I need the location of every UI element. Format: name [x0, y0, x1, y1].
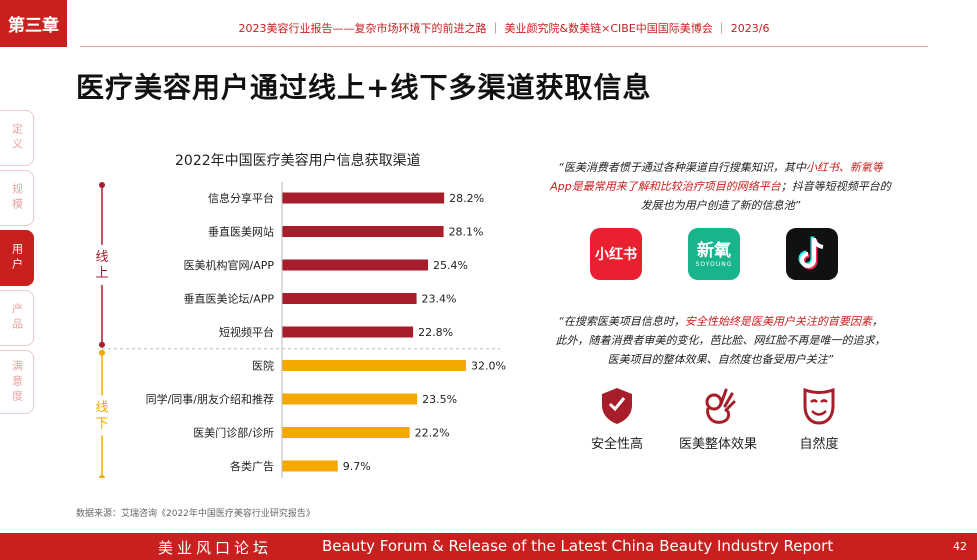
- group-bracket-dot: [99, 475, 105, 478]
- data-label: 28.1%: [449, 226, 484, 239]
- group-bracket-dot: [99, 182, 105, 188]
- category-label: 医院: [252, 359, 274, 373]
- page-number: 42: [953, 540, 967, 553]
- feature-safety: 安全性高: [572, 386, 662, 453]
- quote-highlight: 小红书、新氧等App是最常用来了解和比较治疗项目的网络平台: [550, 161, 883, 193]
- group-label: 线: [95, 250, 108, 265]
- quote-channels: “医美消费者惯于通过各种渠道自行搜集知识，其中小红书、新氧等App是最常用来了解…: [550, 161, 891, 212]
- quote-priorities: “在搜索医美项目信息时，安全性始终是医美用户关注的首要因素，此外，随着消费者审美…: [555, 315, 886, 366]
- report-header: 2023美容行业报告——复杂市场环境下的前进之路 ｜ 美业颜究院&数美链×CIB…: [238, 22, 770, 35]
- feature-naturalness: 自然度: [774, 386, 864, 453]
- bar: [282, 460, 338, 472]
- category-label: 垂直医美网站: [208, 225, 274, 239]
- category-label: 医美门诊部/诊所: [193, 426, 274, 440]
- tab-scale[interactable]: 规模: [0, 170, 34, 226]
- bar: [282, 393, 418, 405]
- tab-definition[interactable]: 定义: [0, 110, 34, 166]
- footer-bar: 美业风口论坛 Beauty Forum & Release of the Lat…: [0, 533, 977, 560]
- tab-satisfaction[interactable]: 满意度: [0, 350, 34, 414]
- header-divider: [80, 46, 928, 47]
- group-label: 线: [95, 400, 108, 415]
- data-label: 23.4%: [422, 293, 457, 306]
- channel-bar-chart: 信息分享平台 28.2% 垂直医美网站 28.1% 医美机构官网/APP 25.4% 垂直医…: [93, 182, 506, 478]
- group-bracket-dot: [99, 341, 105, 348]
- data-label: 25.4%: [433, 259, 468, 272]
- side-nav: 定义 规模 用户 产品 满意度: [0, 110, 34, 418]
- group-label-bg: [93, 395, 111, 436]
- data-label: 22.2%: [415, 427, 450, 440]
- douyin-icon: [798, 236, 824, 270]
- bar: [282, 427, 410, 438]
- group-label: 下: [95, 416, 108, 431]
- bar: [282, 192, 445, 204]
- data-label: 32.0%: [471, 360, 506, 373]
- data-label: 23.5%: [422, 393, 457, 406]
- shield-icon: [602, 388, 632, 424]
- douyin-app-icon: [786, 228, 838, 280]
- data-label: 9.7%: [343, 460, 371, 473]
- feature-overall-effect: 医美整体效果: [673, 386, 763, 453]
- footer-title: Beauty Forum & Release of the Latest Chi…: [322, 537, 834, 555]
- category-label: 信息分享平台: [208, 191, 274, 205]
- tab-users[interactable]: 用户: [0, 230, 34, 286]
- bar: [282, 360, 466, 371]
- xiaohongshu-app-icon: 小红书: [590, 228, 642, 280]
- chart-title: 2022年中国医疗美容用户信息获取渠道: [175, 153, 421, 169]
- group-bracket-dot: [99, 349, 105, 356]
- category-label: 同学/同事/朋友介绍和推荐: [146, 392, 274, 406]
- category-label: 垂直医美论坛/APP: [184, 292, 275, 306]
- group-label-bg: [93, 244, 111, 285]
- bar: [282, 326, 414, 338]
- data-source: 数据来源：艾瑞咨询《2022年中国医疗美容行业研究报告》: [76, 509, 315, 519]
- quote-highlight: 安全性始终是医美用户关注的首要因素: [684, 315, 872, 328]
- ok-hand-icon: [705, 388, 736, 424]
- category-label: 医美机构官网/APP: [184, 258, 275, 272]
- bar: [282, 226, 444, 237]
- category-label: 各类广告: [230, 459, 274, 473]
- category-label: 短视频平台: [219, 325, 274, 339]
- footer-forum-name: 美业风口论坛: [158, 539, 273, 557]
- data-label: 22.8%: [418, 326, 453, 339]
- group-label: 上: [95, 266, 108, 281]
- page-title: 医疗美容用户通过线上+线下多渠道获取信息: [76, 71, 652, 104]
- tab-products[interactable]: 产品: [0, 290, 34, 346]
- bar: [282, 293, 417, 304]
- soyoung-app-icon: 新氧 SOYOUNG: [688, 228, 740, 280]
- data-label: 28.2%: [449, 192, 484, 205]
- mask-icon: [803, 387, 835, 425]
- chapter-badge: 第三章: [0, 0, 67, 47]
- bar: [282, 259, 429, 271]
